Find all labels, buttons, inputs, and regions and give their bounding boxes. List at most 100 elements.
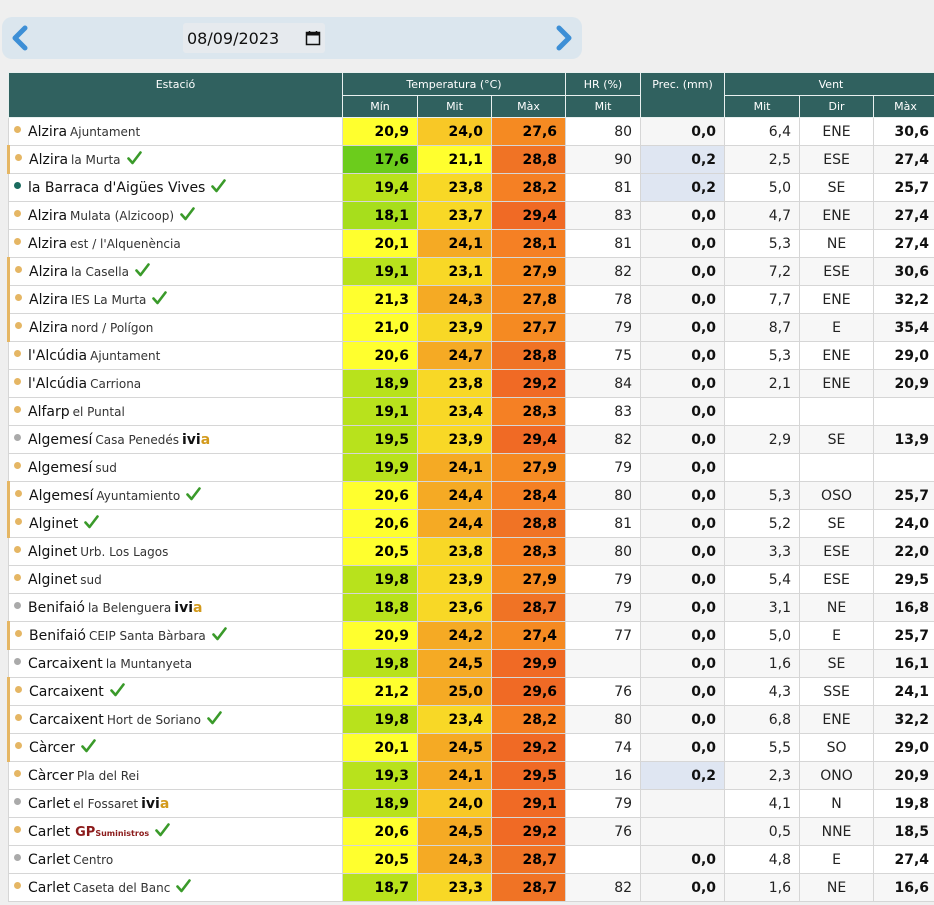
table-row[interactable]: Carlet GPSuministros 20,6 24,5 29,2 76 0,5 NNE 1…: [8, 817, 934, 846]
header-temp-max[interactable]: Màx: [490, 95, 567, 118]
station-name[interactable]: Alzira: [29, 151, 69, 168]
table-row[interactable]: Algemesí Ayuntamiento 20,6 24,4 28,4 80 0,0 5,3…: [7, 481, 934, 510]
temp-max-cell: 29,9: [490, 649, 567, 678]
header-wind-max[interactable]: Màx: [873, 95, 934, 118]
station-cell[interactable]: Algemesí sud: [8, 453, 343, 482]
station-name[interactable]: Alfarp: [28, 403, 70, 420]
station-cell[interactable]: Carcaixent Hort de Soriano: [7, 705, 343, 734]
table-row[interactable]: Alzira nord / Polígon 21,0 23,9 27,7 79 0,0 8,7…: [7, 313, 934, 342]
station-name[interactable]: Alzira: [29, 263, 69, 280]
table-row[interactable]: Alginet sud 19,8 23,9 27,9 79 0,0 5,4 ESE 29,5: [8, 565, 934, 594]
station-name[interactable]: Alginet: [28, 543, 78, 560]
table-row[interactable]: l'Alcúdia Carriona 18,9 23,8 29,2 84 0,0 2,1 ENE…: [8, 369, 934, 398]
table-row[interactable]: Alginet 20,6 24,4 28,8 81 0,0 5,2 SE 24,0: [7, 509, 934, 538]
humidity-cell: 81: [565, 229, 642, 258]
chevron-right-icon[interactable]: [546, 21, 580, 55]
table-row[interactable]: Carcaixent 21,2 25,0 29,6 76 0,0 4,3 SSE 24,1: [7, 677, 934, 706]
station-name[interactable]: Algemesí: [28, 431, 93, 448]
station-name[interactable]: Alzira: [28, 235, 68, 252]
station-name[interactable]: Càrcer: [28, 767, 74, 784]
table-row[interactable]: Alzira est / l'Alquenència 20,1 24,1 28,1 81 0…: [8, 229, 934, 258]
station-name[interactable]: la Barraca d'Aigües Vives: [28, 179, 206, 196]
station-cell[interactable]: Alzira Mulata (Alzicoop): [8, 201, 343, 230]
station-name[interactable]: Carcaixent: [28, 655, 103, 672]
station-name[interactable]: Carlet: [28, 879, 71, 896]
station-name[interactable]: Carlet: [28, 851, 71, 868]
table-row[interactable]: Carcaixent la Muntanyeta 19,8 24,5 29,9 0,0 1,…: [8, 649, 934, 678]
station-cell[interactable]: Carlet GPSuministros: [8, 817, 343, 846]
station-cell[interactable]: Carcaixent: [7, 677, 343, 706]
header-hr-mit[interactable]: Mit: [565, 95, 642, 118]
header-station[interactable]: Estació: [8, 72, 343, 118]
header-temp-mit[interactable]: Mit: [417, 95, 492, 118]
station-cell[interactable]: Carcaixent la Muntanyeta: [8, 649, 343, 678]
station-name[interactable]: Càrcer: [29, 739, 75, 756]
header-temp-min[interactable]: Mín: [342, 95, 418, 118]
table-row[interactable]: Alginet Urb. Los Lagos 20,5 23,8 28,3 80 0,0 3,…: [8, 537, 934, 566]
table-row[interactable]: la Barraca d'Aigües Vives 19,4 23,8 28,2 81 0…: [8, 173, 934, 202]
table-row[interactable]: Alzira IES La Murta 21,3 24,3 27,8 78 0,0 7,7 EN…: [7, 285, 934, 314]
station-cell[interactable]: Benifaió la Belenguera ivia: [8, 593, 343, 622]
table-row[interactable]: Alzira la Murta 17,6 21,1 28,8 90 0,2 2,5 ESE 27,…: [7, 145, 934, 174]
station-name[interactable]: Alginet: [29, 515, 79, 532]
station-cell[interactable]: l'Alcúdia Ajuntament: [8, 341, 343, 370]
header-wind-mit[interactable]: Mit: [724, 95, 801, 118]
table-row[interactable]: Carlet Centro 20,5 24,3 28,7 0,0 4,8 E 27,4: [8, 845, 934, 874]
table-row[interactable]: Càrcer 20,1 24,5 29,2 74 0,0 5,5 SO 29,0: [7, 733, 934, 762]
station-cell[interactable]: Benifaió CEIP Santa Bàrbara: [7, 621, 343, 650]
station-cell[interactable]: Alginet Urb. Los Lagos: [8, 537, 343, 566]
table-row[interactable]: Alzira Ajuntament 20,9 24,0 27,6 80 0,0 6,4 ENE 3…: [8, 117, 934, 146]
station-cell[interactable]: Alzira la Murta: [7, 145, 343, 174]
station-cell[interactable]: Carlet Centro: [8, 845, 343, 874]
table-row[interactable]: l'Alcúdia Ajuntament 20,6 24,7 28,8 75 0,0 5,3 E…: [8, 341, 934, 370]
station-cell[interactable]: Carlet Caseta del Banc: [8, 873, 343, 902]
station-name[interactable]: Benifaió: [28, 599, 85, 616]
station-name[interactable]: Algemesí: [29, 487, 94, 504]
station-name[interactable]: Benifaió: [29, 627, 86, 644]
calendar-icon[interactable]: [305, 30, 321, 46]
station-name[interactable]: Carlet: [28, 795, 71, 812]
station-name[interactable]: Carcaixent: [29, 711, 104, 728]
station-cell[interactable]: Alzira nord / Polígon: [7, 313, 343, 342]
station-cell[interactable]: Alzira IES La Murta: [7, 285, 343, 314]
station-cell[interactable]: Algemesí Casa Penedés ivia: [8, 425, 343, 454]
station-name[interactable]: l'Alcúdia: [28, 347, 88, 364]
table-row[interactable]: Alzira la Casella 19,1 23,1 27,9 82 0,0 7,2 ESE 3…: [7, 257, 934, 286]
station-cell[interactable]: Càrcer: [7, 733, 343, 762]
station-cell[interactable]: Alginet: [7, 509, 343, 538]
station-cell[interactable]: Càrcer Pla del Rei: [8, 761, 343, 790]
table-row[interactable]: Benifaió la Belenguera ivia 18,8 23,6 28,7 79 0…: [8, 593, 934, 622]
table-row[interactable]: Algemesí sud 19,9 24,1 27,9 79 0,0: [8, 453, 934, 482]
table-row[interactable]: Alzira Mulata (Alzicoop) 18,1 23,7 29,4 83 0,0…: [8, 201, 934, 230]
table-row[interactable]: Benifaió CEIP Santa Bàrbara 20,9 24,2 27,4 77…: [7, 621, 934, 650]
station-cell[interactable]: Alzira Ajuntament: [8, 117, 343, 146]
chevron-left-icon[interactable]: [4, 21, 38, 55]
station-name[interactable]: Alzira: [28, 207, 68, 224]
station-cell[interactable]: Alzira est / l'Alquenència: [8, 229, 343, 258]
date-input[interactable]: 08/09/2023: [183, 23, 325, 53]
station-name[interactable]: l'Alcúdia: [28, 375, 88, 392]
station-name[interactable]: Alzira: [29, 319, 69, 336]
table-row[interactable]: Carlet el Fossaret ivia 18,9 24,0 29,1 79 4,1 N 1…: [8, 789, 934, 818]
station-cell[interactable]: Carlet el Fossaret ivia: [8, 789, 343, 818]
table-row[interactable]: Algemesí Casa Penedés ivia 19,5 23,9 29,4 82 0,…: [8, 425, 934, 454]
table-row[interactable]: Carlet Caseta del Banc 18,7 23,3 28,7 82 0,0 1,…: [8, 873, 934, 902]
station-name[interactable]: Alginet: [28, 571, 78, 588]
station-cell[interactable]: Algemesí Ayuntamiento: [7, 481, 343, 510]
station-name[interactable]: Algemesí: [28, 459, 93, 476]
station-name[interactable]: Alzira: [29, 291, 69, 308]
station-name[interactable]: Carcaixent: [29, 683, 104, 700]
table-row[interactable]: Carcaixent Hort de Soriano 19,8 23,4 28,2 80 0…: [7, 705, 934, 734]
header-wind-dir[interactable]: Dir: [799, 95, 875, 118]
station-cell[interactable]: Alginet sud: [8, 565, 343, 594]
station-cell[interactable]: Alfarp el Puntal: [8, 397, 343, 426]
station-cell[interactable]: l'Alcúdia Carriona: [8, 369, 343, 398]
station-name[interactable]: Alzira: [28, 123, 68, 140]
station-cell[interactable]: la Barraca d'Aigües Vives: [8, 173, 343, 202]
table-row[interactable]: Alfarp el Puntal 19,1 23,4 28,3 83 0,0: [8, 397, 934, 426]
station-name[interactable]: Carlet: [28, 823, 71, 840]
header-precipitation[interactable]: Prec. (mm): [640, 72, 726, 118]
table-row[interactable]: Càrcer Pla del Rei 19,3 24,1 29,5 16 0,2 2,3 ONO…: [8, 761, 934, 790]
temp-min-cell: 21,2: [342, 677, 418, 706]
station-cell[interactable]: Alzira la Casella: [7, 257, 343, 286]
